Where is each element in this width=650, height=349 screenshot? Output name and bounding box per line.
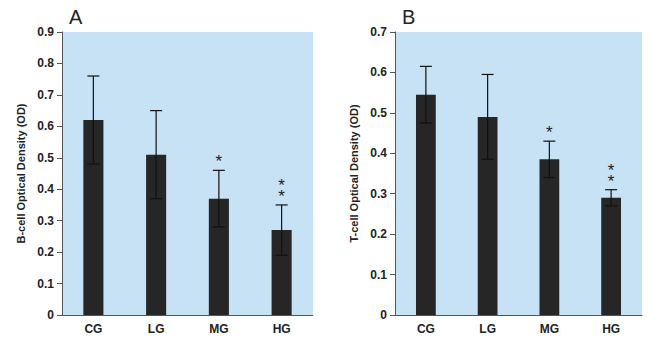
svg-text:0.6: 0.6 <box>37 119 54 133</box>
svg-text:HG: HG <box>273 322 291 336</box>
svg-text:A: A <box>69 6 83 28</box>
svg-text:0.4: 0.4 <box>370 146 387 160</box>
svg-text:*: * <box>608 172 615 191</box>
svg-text:*: * <box>546 123 553 142</box>
svg-text:LG: LG <box>148 322 165 336</box>
svg-text:0: 0 <box>47 308 54 322</box>
svg-text:MG: MG <box>209 322 228 336</box>
svg-text:0.7: 0.7 <box>370 25 387 39</box>
svg-text:0.6: 0.6 <box>370 65 387 79</box>
svg-text:*: * <box>278 187 285 206</box>
svg-text:0.7: 0.7 <box>37 88 54 102</box>
svg-text:0.2: 0.2 <box>37 245 54 259</box>
svg-text:0.5: 0.5 <box>37 151 54 165</box>
svg-text:0.1: 0.1 <box>370 268 387 282</box>
svg-text:0: 0 <box>380 308 387 322</box>
svg-text:0.8: 0.8 <box>37 56 54 70</box>
svg-text:HG: HG <box>602 322 620 336</box>
svg-text:CG: CG <box>84 322 102 336</box>
svg-text:0.2: 0.2 <box>370 227 387 241</box>
svg-text:0.4: 0.4 <box>37 182 54 196</box>
svg-text:T-cell Optical Density (OD): T-cell Optical Density (OD) <box>348 104 360 242</box>
svg-text:0.3: 0.3 <box>37 214 54 228</box>
svg-text:*: * <box>216 152 223 171</box>
svg-text:B-cell Optical Density (OD): B-cell Optical Density (OD) <box>15 103 27 243</box>
svg-text:CG: CG <box>417 322 435 336</box>
svg-text:B: B <box>402 6 415 28</box>
svg-text:0.1: 0.1 <box>37 277 54 291</box>
svg-text:0.3: 0.3 <box>370 187 387 201</box>
svg-text:MG: MG <box>540 322 559 336</box>
svg-text:0.9: 0.9 <box>37 25 54 39</box>
svg-text:0.5: 0.5 <box>370 106 387 120</box>
svg-text:LG: LG <box>479 322 496 336</box>
